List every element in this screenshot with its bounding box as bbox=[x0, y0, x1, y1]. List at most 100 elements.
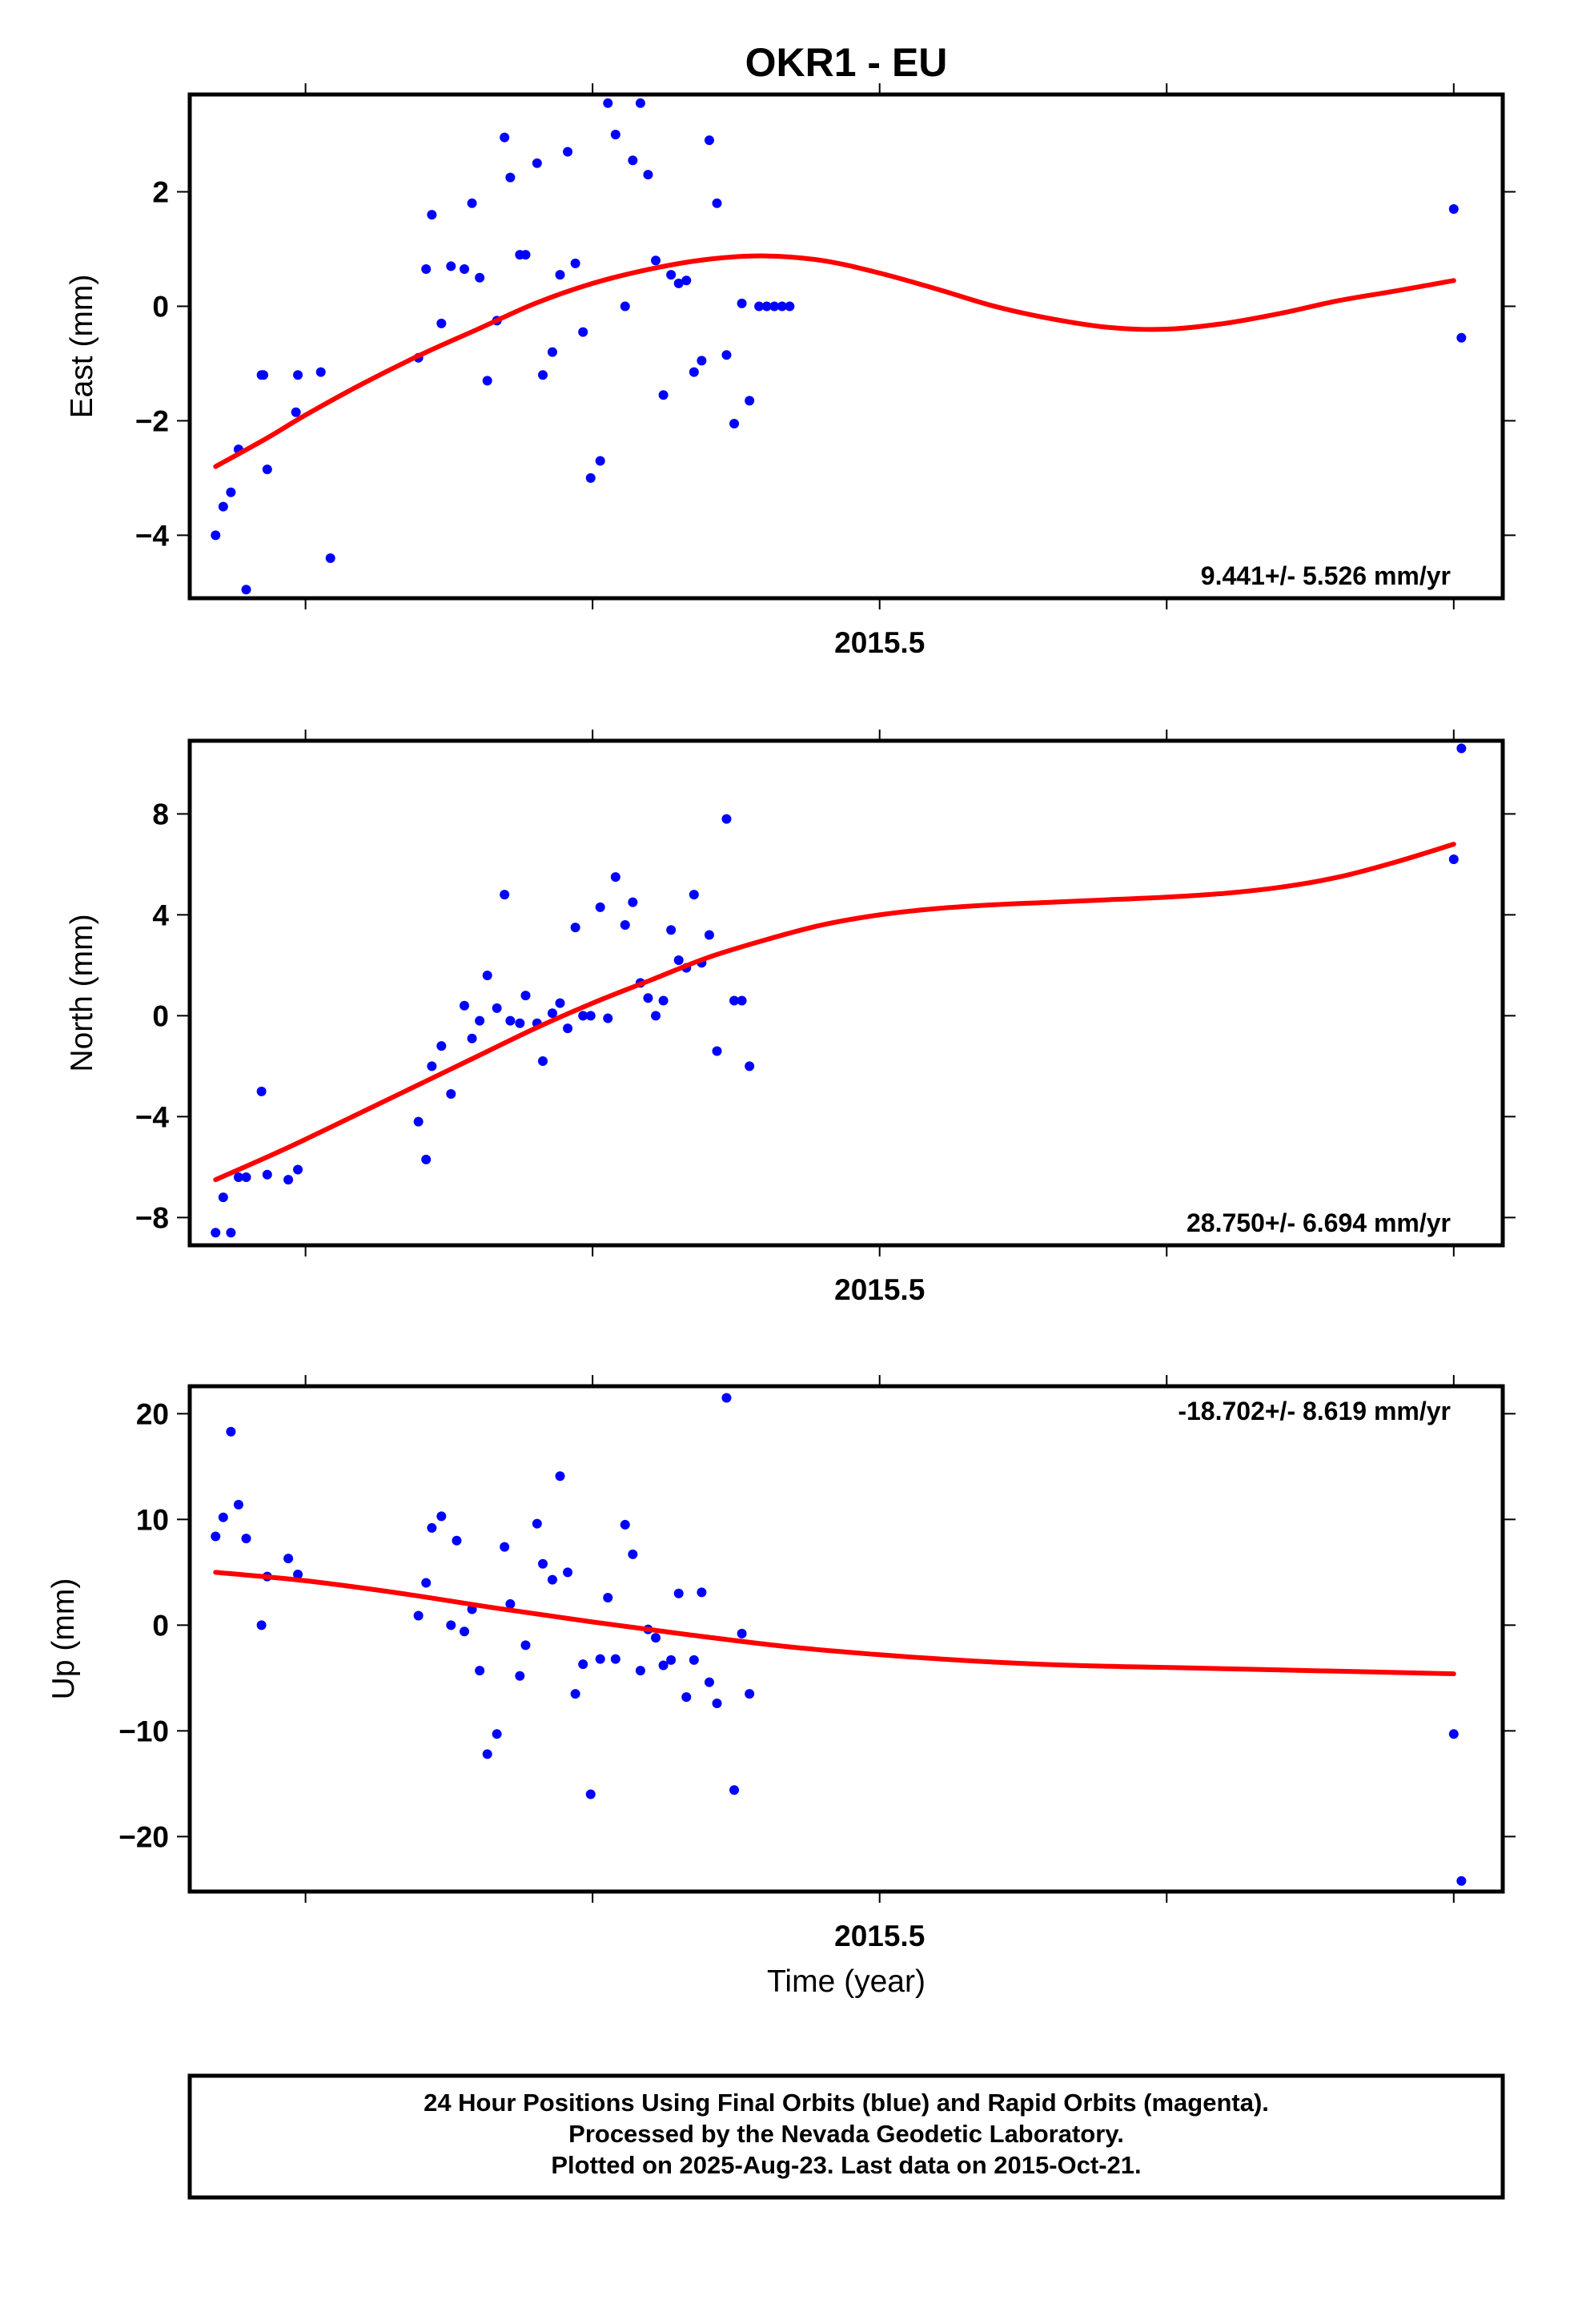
data-point bbox=[681, 1692, 692, 1703]
data-point bbox=[1448, 1729, 1459, 1739]
data-point bbox=[603, 98, 613, 108]
panel-1: 2015.5 −4 −2 0 2 East (mm) 9.441+/- 5.526 mm/y… bbox=[65, 83, 1516, 659]
y-tick-label: −10 bbox=[118, 1715, 169, 1747]
data-point bbox=[283, 1175, 294, 1185]
data-point bbox=[427, 1522, 437, 1533]
data-point bbox=[737, 995, 747, 1006]
plot-frame bbox=[187, 1384, 1505, 1894]
data-point bbox=[427, 210, 437, 220]
y-axis-label: East (mm) bbox=[65, 275, 99, 419]
y-tick-label: 0 bbox=[152, 999, 169, 1032]
data-point bbox=[721, 350, 732, 360]
data-point bbox=[520, 1640, 531, 1651]
fit-line bbox=[213, 1570, 1456, 1677]
y-tick-label: 0 bbox=[152, 290, 169, 323]
data-point bbox=[262, 1169, 272, 1180]
fit-line bbox=[213, 842, 1456, 1183]
data-point bbox=[610, 872, 620, 883]
data-point bbox=[226, 1228, 236, 1238]
data-point bbox=[436, 318, 447, 328]
data-point bbox=[563, 1023, 573, 1034]
data-point bbox=[446, 261, 456, 271]
data-point bbox=[595, 456, 605, 466]
data-point bbox=[689, 1655, 699, 1665]
data-point bbox=[628, 155, 638, 166]
data-point bbox=[259, 370, 269, 380]
data-point bbox=[570, 923, 580, 933]
data-point bbox=[570, 258, 580, 268]
data-point bbox=[666, 1655, 677, 1665]
data-point bbox=[218, 1192, 228, 1203]
data-point bbox=[673, 955, 684, 966]
y-tick-label: −4 bbox=[135, 1100, 170, 1133]
data-point bbox=[761, 301, 772, 312]
data-point bbox=[211, 1228, 221, 1238]
data-point bbox=[721, 814, 732, 824]
chart-title: OKR1 - EU bbox=[745, 40, 948, 85]
data-point bbox=[658, 1660, 669, 1671]
data-point bbox=[658, 390, 669, 400]
data-point bbox=[603, 1013, 613, 1023]
data-point bbox=[697, 356, 707, 366]
data-point bbox=[603, 1593, 613, 1603]
data-point bbox=[555, 1471, 565, 1482]
data-point bbox=[460, 1626, 470, 1637]
data-point bbox=[1456, 1876, 1467, 1886]
data-point bbox=[256, 1086, 267, 1096]
rate-label: 9.441+/- 5.526 mm/yr bbox=[1201, 561, 1451, 590]
data-point bbox=[712, 1046, 722, 1056]
data-point bbox=[293, 370, 303, 380]
x-tick-label: 2015.5 bbox=[834, 1920, 925, 1952]
data-point bbox=[563, 1567, 573, 1578]
data-point bbox=[218, 501, 228, 512]
data-point bbox=[585, 472, 596, 483]
x-tick-label: 2015.5 bbox=[834, 626, 925, 659]
data-point bbox=[785, 301, 795, 312]
data-point bbox=[538, 1056, 548, 1067]
data-point bbox=[315, 367, 326, 377]
data-point bbox=[673, 1588, 684, 1598]
data-point bbox=[547, 1574, 557, 1585]
data-point bbox=[666, 925, 677, 935]
data-point bbox=[532, 1518, 542, 1529]
data-point bbox=[241, 585, 251, 595]
data-point bbox=[578, 1011, 588, 1021]
data-point bbox=[421, 1154, 432, 1164]
data-point bbox=[595, 902, 605, 912]
data-points bbox=[211, 1393, 1467, 1886]
footer-line-1: 24 Hour Positions Using Final Orbits (bl… bbox=[424, 2089, 1269, 2117]
data-point bbox=[413, 1610, 424, 1621]
panel-3: 2015.5 −20 −10 0 10 20 Up (mm) -18.702+/- 8.619… bbox=[46, 1375, 1516, 1952]
data-point bbox=[436, 1041, 447, 1051]
y-axis-label: Up (mm) bbox=[46, 1578, 81, 1700]
data-point bbox=[256, 1620, 267, 1630]
data-point bbox=[505, 1598, 516, 1609]
data-point bbox=[446, 1089, 456, 1099]
rate-label: -18.702+/- 8.619 mm/yr bbox=[1178, 1397, 1451, 1425]
data-point bbox=[233, 1172, 243, 1182]
rate-label: 28.750+/- 6.694 mm/yr bbox=[1186, 1208, 1451, 1237]
data-point bbox=[241, 1172, 251, 1182]
data-point bbox=[620, 301, 630, 312]
data-points bbox=[211, 743, 1467, 1238]
data-point bbox=[421, 1578, 432, 1588]
x-tick-label: 2015.5 bbox=[834, 1273, 925, 1306]
data-point bbox=[515, 1671, 525, 1681]
data-point bbox=[452, 1535, 462, 1546]
data-point bbox=[578, 327, 588, 337]
data-point bbox=[482, 1749, 492, 1759]
data-point bbox=[704, 135, 714, 146]
data-point bbox=[745, 1689, 755, 1699]
data-point bbox=[492, 1003, 502, 1013]
data-point bbox=[492, 1729, 502, 1739]
y-tick-label: 2 bbox=[152, 176, 169, 209]
data-point bbox=[563, 147, 573, 157]
y-tick-label: −4 bbox=[135, 519, 170, 552]
data-point bbox=[704, 930, 714, 940]
panel-2: 2015.5 −8 −4 0 4 8 North (mm) 28.750+/- 6.694 m… bbox=[65, 730, 1516, 1306]
data-point bbox=[578, 1659, 588, 1670]
data-point bbox=[446, 1620, 456, 1630]
data-point bbox=[643, 993, 653, 1003]
data-point bbox=[436, 1511, 447, 1522]
